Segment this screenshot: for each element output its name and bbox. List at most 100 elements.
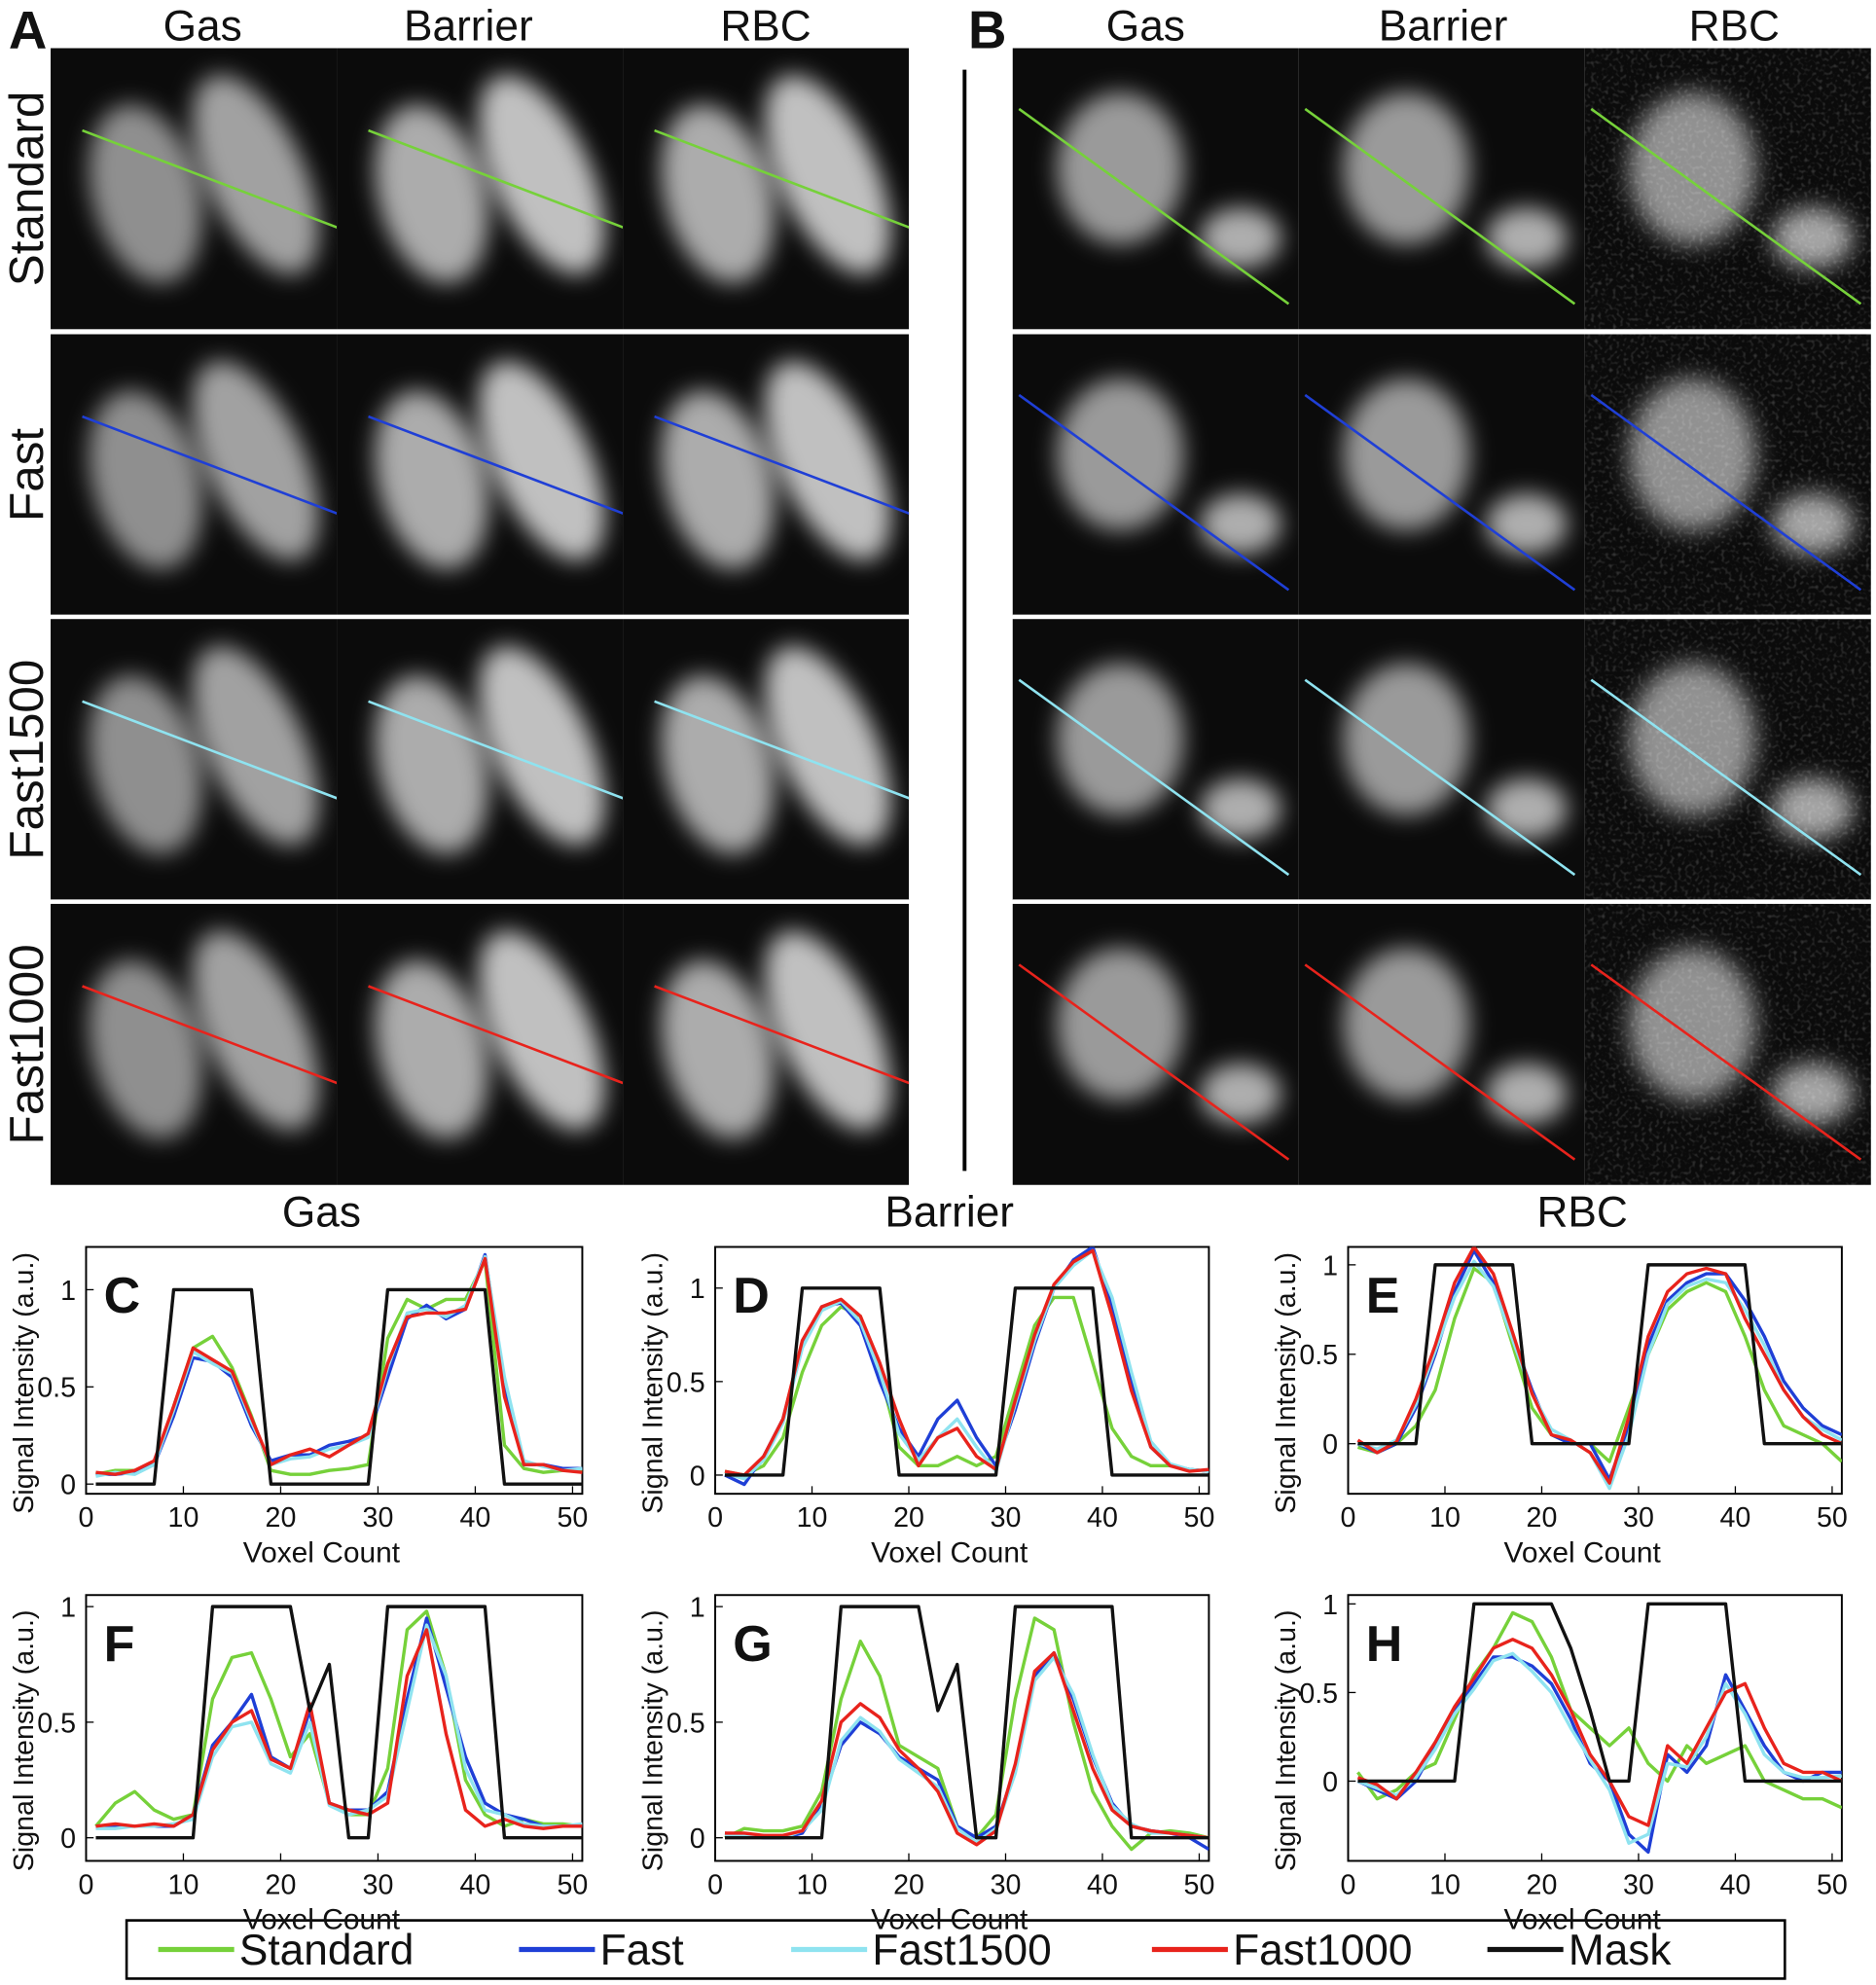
left-lung <box>89 959 202 1139</box>
profile-line <box>1590 678 1862 877</box>
profile-line <box>1304 107 1576 306</box>
lung-image <box>51 48 338 330</box>
image-blobs <box>375 930 605 1139</box>
series-line <box>95 1287 583 1486</box>
x-tick-label: 20 <box>266 1869 297 1900</box>
right-lung <box>1486 207 1568 269</box>
panel-letter: B <box>968 0 1006 59</box>
profile-line <box>654 700 910 800</box>
y-tick-label: 0 <box>1322 1429 1338 1461</box>
image-content <box>1304 663 1576 877</box>
lung-image <box>337 48 624 330</box>
lung-image <box>337 903 624 1185</box>
y-tick-label: 1 <box>60 1276 76 1307</box>
image-content <box>1304 379 1576 592</box>
y-tick-label: 0 <box>60 1470 76 1501</box>
row-label: Fast1500 <box>0 660 54 860</box>
column-header: Gas <box>1106 3 1185 51</box>
x-tick-label: 40 <box>1087 1502 1118 1534</box>
legend-label: Standard <box>239 1927 414 1974</box>
image-content <box>1018 948 1290 1161</box>
y-axis-label: Signal Intensity (a.u.) <box>9 1252 40 1514</box>
right-lung <box>479 930 605 1131</box>
x-axis-label: Voxel Count <box>243 1904 401 1936</box>
image-content <box>368 930 624 1139</box>
y-tick-label: 0 <box>690 1823 705 1855</box>
profile-line <box>1590 107 1862 306</box>
x-tick-label: 10 <box>168 1502 199 1534</box>
right-lung <box>765 361 891 560</box>
profile-line <box>368 700 624 800</box>
image-content <box>1584 903 1871 1185</box>
image-content <box>368 75 624 283</box>
lung-image <box>51 619 338 901</box>
row-label: Standard <box>0 91 54 287</box>
image-content <box>1584 619 1871 901</box>
plot-frame <box>85 1594 584 1862</box>
right-lung <box>765 645 891 846</box>
image-blobs <box>89 930 319 1139</box>
y-tick-label: 0.5 <box>667 1367 705 1398</box>
lung-image <box>1298 619 1585 901</box>
x-tick-label: 50 <box>558 1502 589 1534</box>
image-content <box>82 361 338 569</box>
x-tick-label: 20 <box>893 1502 924 1534</box>
profile-line <box>1590 393 1862 592</box>
lung-image <box>623 48 910 330</box>
y-tick-label: 0 <box>690 1461 705 1492</box>
x-tick-label: 30 <box>1623 1502 1654 1534</box>
left-lung <box>1057 92 1184 245</box>
left-lung <box>661 675 775 854</box>
column-header: RBC <box>720 3 811 51</box>
lung-image <box>1298 903 1585 1185</box>
plot-frame <box>714 1594 1210 1862</box>
profile-line <box>368 415 624 515</box>
lung-image <box>1012 48 1299 330</box>
x-axis-label: Voxel Count <box>871 1904 1028 1936</box>
x-tick-label: 50 <box>558 1869 589 1900</box>
x-tick-label: 0 <box>79 1869 94 1900</box>
profile-line <box>1304 678 1576 877</box>
chart-title: RBC <box>1536 1189 1627 1237</box>
right-lung <box>479 361 605 560</box>
y-axis-label: Signal Intensity (a.u.) <box>1271 1252 1302 1514</box>
x-tick-label: 10 <box>1429 1502 1461 1534</box>
image-content <box>368 361 624 569</box>
x-axis-label: Voxel Count <box>1504 1536 1662 1569</box>
series-line <box>94 1609 583 1828</box>
profile-line <box>1304 963 1576 1161</box>
left-lung <box>1057 663 1184 815</box>
series-line <box>724 1286 1209 1477</box>
left-lung <box>1343 663 1470 815</box>
legend-label: Fast1000 <box>1233 1927 1412 1974</box>
x-axis-label: Voxel Count <box>1504 1904 1662 1936</box>
image-content <box>1018 379 1290 592</box>
x-tick-label: 30 <box>1623 1869 1654 1900</box>
lung-image <box>1298 48 1585 330</box>
left-lung <box>1343 92 1470 245</box>
y-tick-label: 1 <box>690 1593 705 1624</box>
x-tick-label: 40 <box>1720 1869 1751 1900</box>
plot-frame <box>714 1245 1210 1496</box>
x-tick-label: 10 <box>797 1869 828 1900</box>
x-tick-label: 10 <box>168 1869 199 1900</box>
profile-line <box>1018 963 1290 1161</box>
lung-image <box>1584 48 1871 330</box>
right-lung <box>193 645 319 846</box>
series-line <box>1357 1263 1842 1446</box>
y-axis-label: Signal Intensity (a.u.) <box>9 1609 40 1871</box>
series-line <box>724 1616 1209 1852</box>
profile-line <box>82 985 338 1085</box>
image-content <box>1304 948 1576 1161</box>
series-line <box>95 1605 583 1840</box>
row-label: Fast1000 <box>0 944 54 1144</box>
lung-image <box>51 903 338 1185</box>
x-tick-label: 10 <box>1429 1869 1461 1900</box>
x-tick-label: 50 <box>1817 1502 1848 1534</box>
left-lung <box>89 390 202 569</box>
column-header: Gas <box>163 3 242 51</box>
profile-line <box>82 415 338 515</box>
image-blobs <box>661 930 891 1139</box>
y-tick-label: 0 <box>60 1823 76 1855</box>
